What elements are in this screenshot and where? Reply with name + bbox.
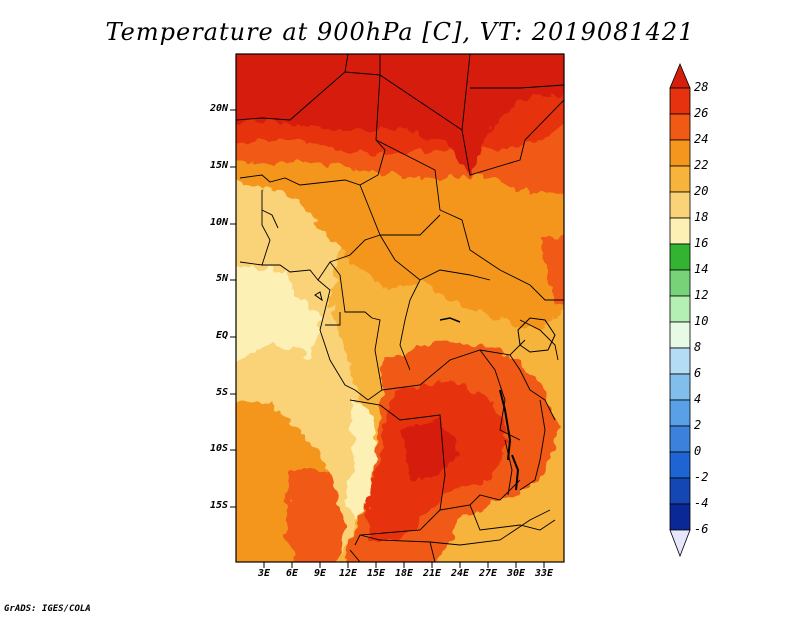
lat-label: EQ [215,330,228,341]
plot-title: Temperature at 900hPa [C], VT: 201908142… [105,18,695,46]
lon-label: 6E [285,568,299,579]
colorbar-label: 26 [694,106,709,120]
band-22-24 [236,130,564,330]
credit-text: GrADS: IGES/COLA [4,604,91,614]
lon-label: 27E [478,568,498,579]
lon-label: 33E [534,568,554,579]
colorbar-label: 24 [694,132,709,146]
band-16-18 [236,266,320,360]
colorbar-label: 6 [694,366,702,380]
lat-label: 20N [209,103,228,114]
colorbar [669,62,691,558]
lat-label: 15N [209,160,228,171]
colorbar-label: 2 [694,418,702,432]
colorbar-cap-top [669,62,691,89]
colorbar-label: 16 [694,236,709,250]
lon-label: 30E [506,568,526,579]
colorbar-label: 18 [694,210,709,224]
colorbar-label: 28 [694,80,709,94]
band-above-28-south [400,420,460,480]
map-frame [235,53,565,563]
colorbar-label: 8 [694,340,702,354]
colorbar-label: 14 [694,262,709,276]
colorbar-label: 0 [694,444,702,458]
lon-label: 9E [313,568,327,579]
colorbar-label: -2 [694,470,709,484]
lat-label: 5N [215,273,228,284]
colorbar-label: -4 [694,496,709,510]
colorbar-label: 10 [694,314,709,328]
lat-label: 15S [209,500,228,511]
lat-label: 10S [209,443,228,454]
band-24-26-sw [285,470,345,562]
colorbar-label: 4 [694,392,702,406]
lon-label: 15E [366,568,386,579]
colorbar-label: 20 [694,184,709,198]
colorbar-label: 22 [694,158,709,172]
country-borders [236,54,564,562]
lakes [314,291,556,491]
lon-label: 3E [257,568,271,579]
temperature-field [236,54,564,562]
band-24-26-east-hot [540,234,564,305]
lon-label: 21E [422,568,442,579]
lon-label: 18E [394,568,414,579]
lat-label: 10N [209,217,228,228]
colorbar-label: 12 [694,288,709,302]
lon-label: 12E [338,568,358,579]
axis-ticks [230,109,545,568]
lon-label: 24E [450,568,470,579]
colorbar-label: -6 [694,522,709,536]
colorbar-cap-bottom [669,529,691,558]
lat-label: 5S [215,387,228,398]
band-above-28 [236,54,564,175]
